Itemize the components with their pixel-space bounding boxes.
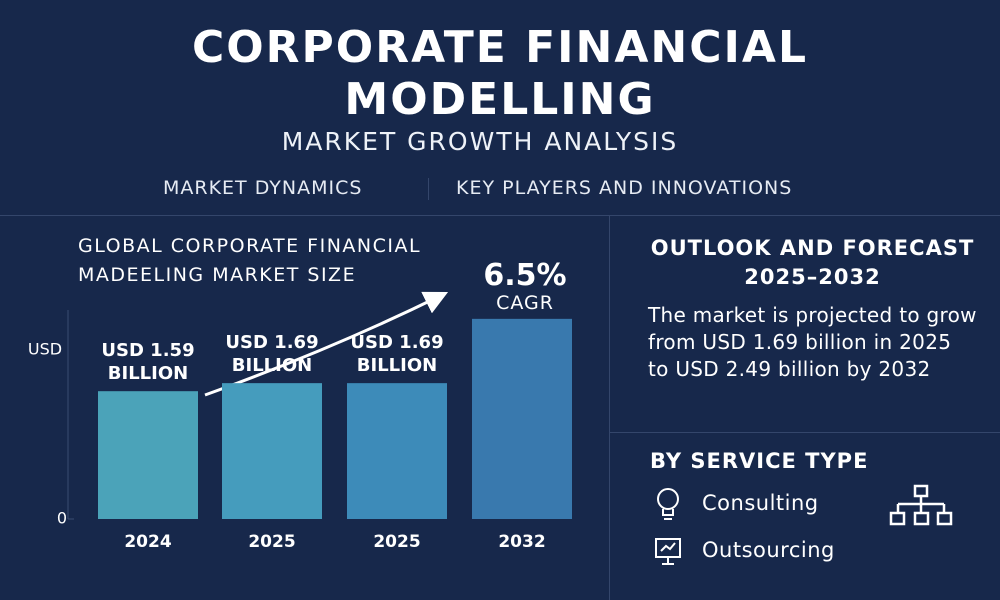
divider: [428, 178, 429, 200]
subtitle: MARKET GROWTH ANALYSIS: [281, 127, 679, 156]
hierarchy-icon: [889, 484, 953, 526]
data-label: USD 1.59 BILLION: [101, 340, 195, 385]
service-item: Consulting: [702, 491, 819, 515]
icons: [655, 488, 681, 565]
annotation-label: CAGR: [496, 292, 554, 314]
service-item: Outsourcing: [702, 538, 835, 562]
data-label: USD 1.69 BILLION: [225, 332, 319, 377]
bar: [472, 318, 572, 519]
divider: [0, 215, 1000, 216]
section-text: The market is projected to grow from USD…: [648, 303, 977, 381]
section-title: OUTLOOK AND FORECAST 2025–2032: [650, 236, 975, 289]
divider: [609, 432, 1000, 433]
y-axis-label: USD: [28, 340, 62, 359]
bar: [98, 391, 198, 519]
annotation-value: 6.5%: [483, 258, 567, 293]
nav-link[interactable]: KEY PLAYERS AND INNOVATIONS: [456, 177, 793, 199]
x-tick-label: 2024: [124, 532, 171, 552]
board-icon: [655, 538, 681, 565]
x-tick-label: 2032: [498, 532, 545, 552]
bar: [222, 383, 322, 519]
y-tick-label: 0: [57, 509, 67, 528]
bar: [347, 383, 447, 519]
x-tick-label: 2025: [373, 532, 420, 552]
divider: [609, 215, 610, 600]
chart: USD 0 2024 2025 2025 2032: [28, 291, 572, 552]
bulb-icon: [657, 488, 679, 520]
chart-title: GLOBAL CORPORATE FINANCIAL MADEELING MAR…: [78, 235, 422, 286]
nav-link[interactable]: MARKET DYNAMICS: [163, 177, 363, 199]
data-label: USD 1.69 BILLION: [350, 332, 444, 377]
section-title: BY SERVICE TYPE: [650, 449, 869, 473]
title: CORPORATE FINANCIAL MODELLING: [191, 22, 808, 125]
x-tick-label: 2025: [248, 532, 295, 552]
